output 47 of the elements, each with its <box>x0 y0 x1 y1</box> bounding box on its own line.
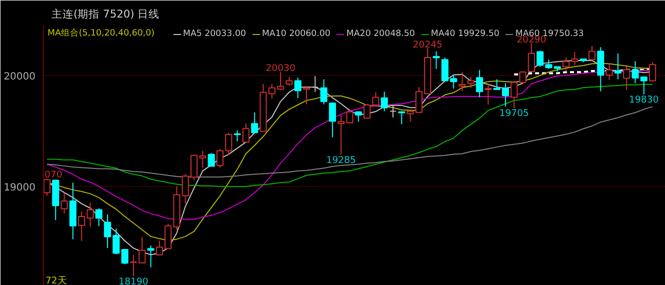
candlestick <box>528 42 535 72</box>
y-tick-label: 20000 <box>4 71 36 82</box>
candlestick <box>458 72 466 92</box>
candlestick <box>432 50 440 70</box>
candlestick <box>510 80 518 109</box>
candlestick <box>389 104 397 118</box>
candlestick <box>614 52 622 80</box>
chart-title: 主连(期指 7520) 日线 <box>52 8 160 20</box>
candlestick <box>208 152 215 167</box>
legend-label: MA5 20033.00 <box>183 29 246 39</box>
annotation: 72天 <box>46 276 66 285</box>
annotation: 18190 <box>118 276 148 285</box>
candlestick <box>294 77 302 99</box>
annotation: 070 <box>44 170 62 181</box>
candlestick <box>320 78 328 105</box>
candlestick <box>398 110 406 125</box>
annotation: 19705 <box>499 108 530 120</box>
candlestick <box>147 245 154 268</box>
y-tick-label: 19000 <box>4 182 36 194</box>
candlestick <box>380 91 388 112</box>
candlestick <box>476 69 484 98</box>
candlestick <box>121 249 128 265</box>
candlestick <box>519 70 526 84</box>
candlestick <box>242 122 250 144</box>
candlestick <box>251 112 258 134</box>
legend-label: MA40 19929.50 <box>430 29 500 39</box>
legend-label: MA10 20060.00 <box>262 29 330 39</box>
candlestick <box>328 102 336 138</box>
candlestick <box>60 192 68 214</box>
legend-title: MA组合(5,10,20,40,60,0) <box>48 28 154 38</box>
candlestick <box>484 83 492 106</box>
candlestick <box>354 110 362 122</box>
legend-label: MA20 20048.50 <box>346 29 415 39</box>
annotation: 19830 <box>629 94 659 106</box>
candlestick <box>597 46 604 92</box>
candlestick <box>234 130 241 142</box>
annotation: 19285 <box>326 154 356 166</box>
candlestick <box>649 62 656 82</box>
candlestick <box>302 86 310 105</box>
candlestick <box>95 208 102 227</box>
annotation: 20245 <box>412 39 443 50</box>
candlestick <box>588 45 596 62</box>
annotation: 20030 <box>266 63 296 74</box>
candlestick <box>606 63 613 81</box>
candlestick <box>312 76 319 92</box>
candlestick <box>467 76 474 88</box>
candlestick <box>623 66 630 90</box>
